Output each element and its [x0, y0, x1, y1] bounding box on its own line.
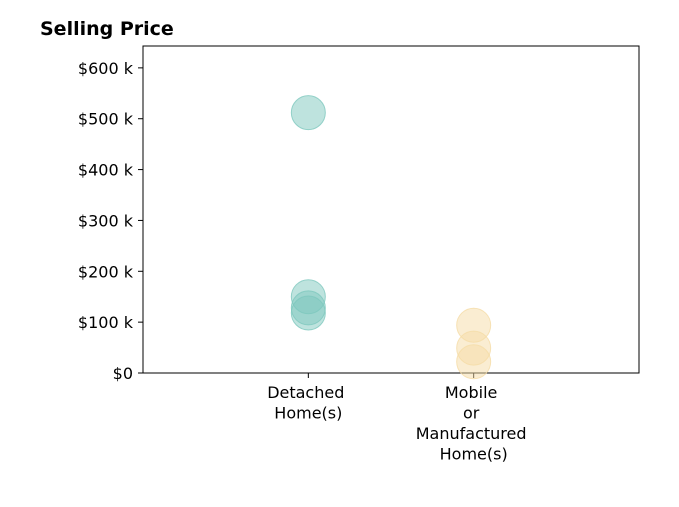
- point: [290, 295, 326, 331]
- y-tick-label: $0: [113, 364, 133, 383]
- x-tick-label: Detached Home(s): [267, 383, 349, 423]
- plot-frame: [142, 45, 640, 374]
- point: [290, 95, 326, 131]
- y-tick-label: $200 k: [78, 262, 134, 281]
- y-tick-label: $400 k: [78, 161, 134, 180]
- y-tick-label: $500 k: [78, 110, 134, 129]
- y-tick-label: $100 k: [78, 313, 134, 332]
- y-tick-label: $600 k: [78, 59, 134, 78]
- chart-title: Selling Price: [40, 18, 174, 40]
- x-tick-label: Mobile or Manufactured Home(s): [416, 383, 532, 464]
- y-tick-label: $300 k: [78, 211, 134, 230]
- point: [456, 344, 492, 380]
